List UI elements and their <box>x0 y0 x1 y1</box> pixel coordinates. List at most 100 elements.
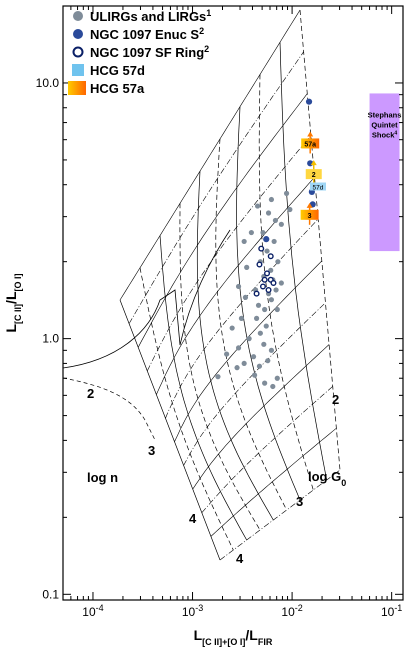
point-sf-ring <box>265 286 272 293</box>
point-sf-ring <box>267 253 274 260</box>
hcg-marker-label: 57a <box>304 141 316 148</box>
hcg-57a-marker <box>300 209 319 220</box>
point-ulirg <box>257 330 263 336</box>
point-ulirg <box>275 259 281 265</box>
point-ulirg <box>234 365 240 371</box>
model-curve-g0 <box>236 106 301 501</box>
point-ulirg <box>273 287 279 293</box>
point-enuc <box>305 98 313 105</box>
hcg-arrow <box>307 131 314 137</box>
model-curve-edge <box>62 377 156 441</box>
log-n-value: 3 <box>148 443 155 458</box>
legend-label: NGC 1097 SF Ring2 <box>90 44 209 60</box>
shock-label-line: Stephans <box>368 110 402 119</box>
point-ulirg <box>278 280 284 286</box>
model-curve-n <box>174 260 323 442</box>
model-curve-g0 <box>299 9 341 471</box>
model-curve-n <box>165 218 319 419</box>
legend: ULIRGs and LIRGs1 NGC 1097 Enuc S2 NGC 109… <box>68 8 211 96</box>
point-ulirg <box>271 238 277 245</box>
point-ulirg <box>254 203 261 209</box>
shock-region <box>369 93 400 252</box>
point-ulirg <box>238 315 245 321</box>
model-curve-g0 <box>279 42 328 481</box>
legend-item: NGC 1097 SF Ring2 <box>72 44 209 60</box>
legend-marker <box>72 64 84 76</box>
model-curve-n <box>183 302 326 466</box>
point-ulirg <box>244 264 250 270</box>
x-tick-label: 10-3 <box>182 603 203 619</box>
log-g0-label: log G0 <box>308 469 346 488</box>
hcg-marker-label: 3 <box>308 213 312 220</box>
legend-label: NGC 1097 Enuc S2 <box>90 26 204 42</box>
point-ulirg <box>242 294 249 300</box>
point-enuc <box>263 236 270 243</box>
x-tick-label: 10-2 <box>281 603 302 619</box>
point-ulirg <box>241 360 247 367</box>
point-ulirg <box>274 375 280 381</box>
point-sf-ring <box>270 280 277 287</box>
log-n-value: 4 <box>189 511 197 526</box>
legend-marker <box>68 81 86 95</box>
model-curve-g0 <box>196 171 274 521</box>
point-ulirg <box>265 358 271 364</box>
pdr-model-grid <box>62 9 341 561</box>
y-tick-label: 10.0 <box>36 76 60 90</box>
hcg-57d-marker <box>305 169 322 180</box>
shock-label-line: Quintet <box>371 120 398 129</box>
grid-labels: 2 3 4 log n 2 3 4 log G0 <box>87 386 346 566</box>
point-ulirg <box>229 325 235 331</box>
log-g0-value: 3 <box>296 494 303 509</box>
point-ulirg <box>215 374 221 380</box>
model-curve-n <box>128 51 304 324</box>
legend-label: ULIRGs and LIRGs1 <box>90 8 211 24</box>
point-ulirg <box>250 354 257 360</box>
x-tick-label: 10-1 <box>381 603 402 619</box>
point-ulirg <box>268 196 275 203</box>
point-ulirg <box>248 229 254 236</box>
legend-label: HCG 57d <box>90 63 145 78</box>
point-ulirg <box>287 206 293 213</box>
model-curve-n <box>192 344 330 490</box>
point-ulirg <box>241 238 247 245</box>
point-ulirg <box>253 315 260 321</box>
model-curve-n <box>201 386 333 513</box>
model-curve-g0 <box>179 203 261 531</box>
point-ulirg <box>278 221 284 227</box>
shock-label-line: Shock4 <box>372 130 398 139</box>
hcg-arrow <box>306 202 313 208</box>
point-ulirg <box>263 323 269 329</box>
x-tick-label: 10-4 <box>82 603 103 619</box>
plot-frame <box>62 5 404 601</box>
point-sf-ring <box>259 283 266 290</box>
point-ulirg <box>265 210 272 216</box>
point-sf-ring <box>261 276 268 283</box>
model-curve-g0 <box>159 235 248 541</box>
point-ulirg <box>262 306 268 313</box>
legend-item: HCG 57a <box>68 81 145 96</box>
x-axis-label: L[C II]+[O I]/LFIR <box>194 627 273 647</box>
log-n-label: log n <box>87 470 118 485</box>
axes: 10-4 10-3 10-2 10-1 0.1 1.0 10.0 L[C II]+[O I]/… <box>3 5 404 647</box>
legend-label: HCG 57a <box>90 81 145 96</box>
log-g0-value: 4 <box>236 551 244 566</box>
point-ulirg <box>235 283 242 290</box>
legend-marker <box>73 11 83 21</box>
point-ulirg <box>251 372 258 378</box>
point-sf-ring <box>256 261 263 268</box>
hcg-marker-label: 2 <box>312 172 316 179</box>
model-curve-g0 <box>119 299 221 561</box>
hcg-57a-marker <box>301 138 320 149</box>
point-ulirg <box>264 248 270 254</box>
y-tick-label: 1.0 <box>42 332 59 346</box>
point-ulirg <box>262 380 268 386</box>
model-curve-n <box>119 9 301 301</box>
y-axis-label: L[C II]/L[O I] <box>3 273 23 332</box>
hcg-markers: 57a 2 57d 3 <box>300 131 326 225</box>
model-curve-g0 <box>215 138 288 511</box>
legend-item: NGC 1097 Enuc S2 <box>73 26 204 42</box>
point-ulirg <box>261 341 267 347</box>
point-ulirg <box>283 190 290 196</box>
